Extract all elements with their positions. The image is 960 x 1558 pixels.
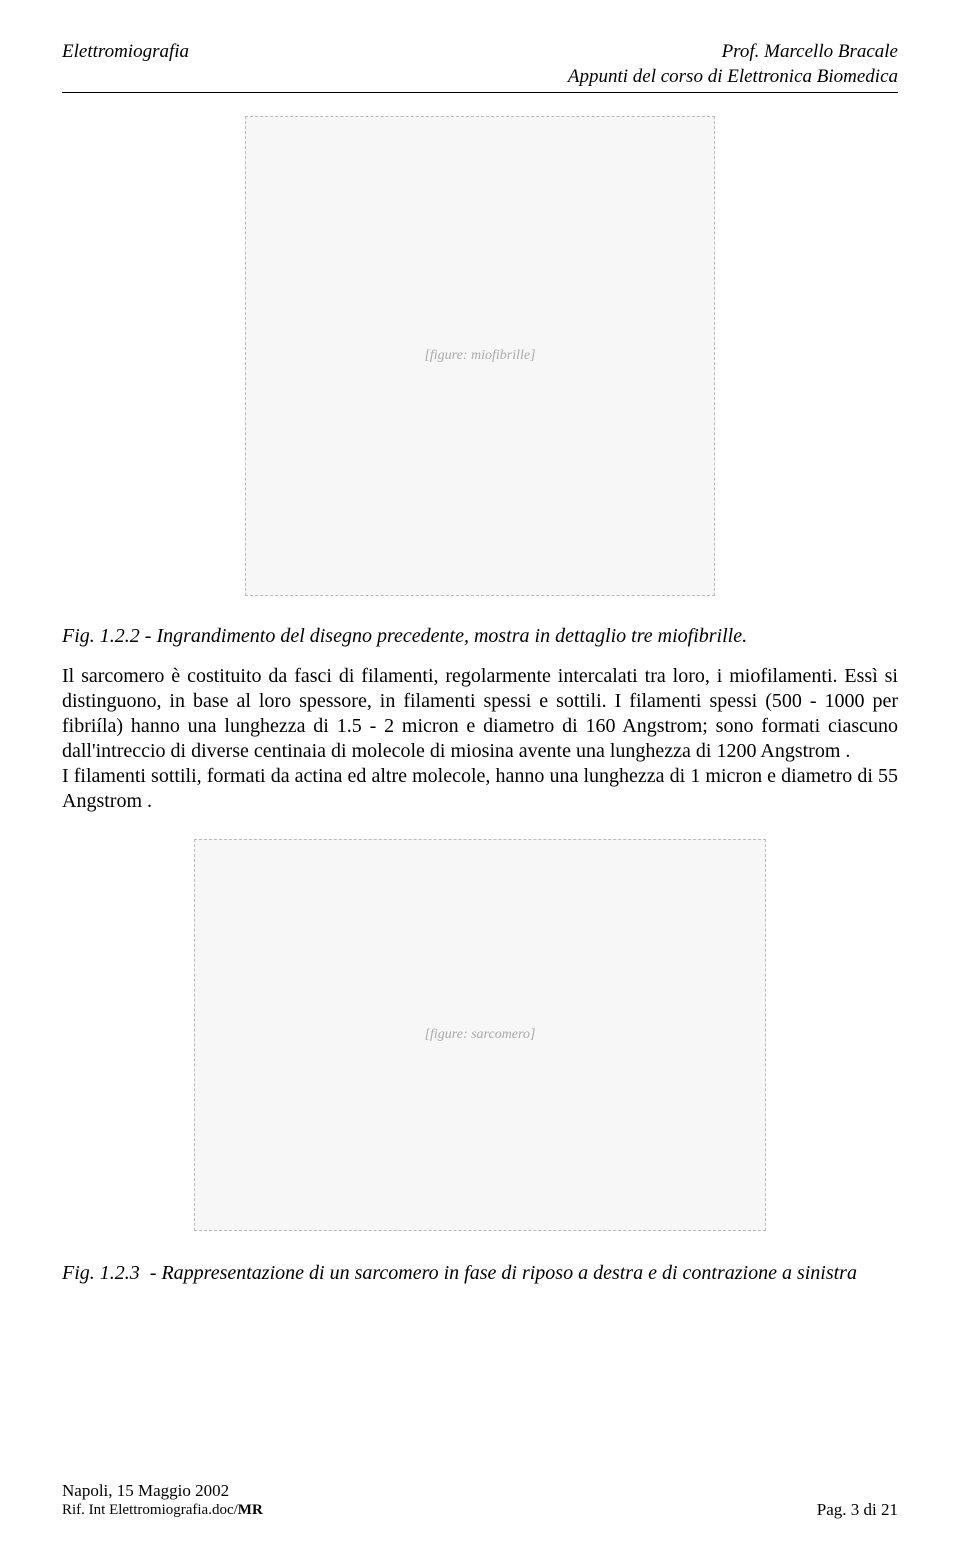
figure-2-placeholder: [figure: sarcomero] [194,839,766,1231]
figure-2-caption-label: Fig. 1.2.3 [62,1262,150,1285]
footer-page: Pag. 3 di 21 [817,1500,898,1520]
footer-ref-text: Rif. Int Elettromiografia.doc/ [62,1502,238,1518]
figure-2-block: [figure: sarcomero] [62,836,898,1234]
footer-left: Napoli, 15 Maggio 2002 Rif. Int Elettrom… [62,1480,263,1520]
header-author: Prof. Marcello Bracale [568,40,898,65]
footer-ref: Rif. Int Elettromiografia.doc/MR [62,1501,263,1520]
page-footer: Napoli, 15 Maggio 2002 Rif. Int Elettrom… [62,1480,898,1520]
header-right: Prof. Marcello Bracale Appunti del corso… [568,40,898,89]
footer-date: Napoli, 15 Maggio 2002 [62,1480,263,1501]
figure-1-placeholder: [figure: miofibrille] [245,116,715,596]
figure-1-block: [figure: miofibrille] [62,111,898,601]
figure-1-caption: Fig. 1.2.2 - Ingrandimento del disegno p… [62,625,898,648]
header-left: Elettromiografia [62,40,189,89]
footer-ref-bold: MR [238,1502,263,1518]
header-subtitle: Appunti del corso di Elettronica Biomedi… [568,65,898,90]
header-rule [62,92,898,93]
figure-1-caption-text: - Ingrandimento del disegno precedente, … [140,625,747,647]
page-header: Elettromiografia Prof. Marcello Bracale … [62,40,898,89]
body-paragraph: Il sarcomero è costituito da fasci di fi… [62,664,898,814]
figure-2-caption-text: - Rappresentazione di un sarcomero in fa… [150,1262,898,1285]
figure-2-caption: Fig. 1.2.3 - Rappresentazione di un sarc… [62,1262,898,1285]
figure-1-caption-label: Fig. 1.2.2 [62,625,140,647]
